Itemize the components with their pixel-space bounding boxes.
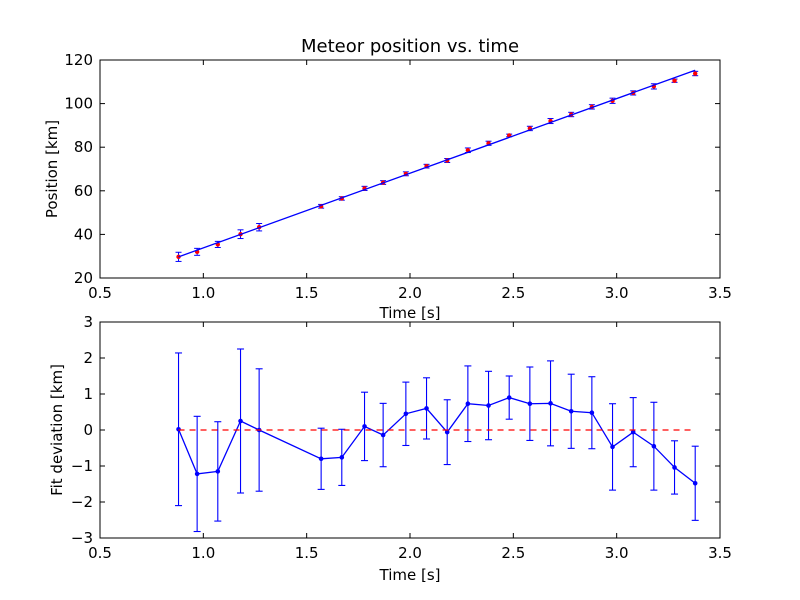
position-point xyxy=(693,71,698,76)
position-plot-ylabel: Position [km] xyxy=(43,120,61,218)
position-point xyxy=(672,78,677,83)
position-plot-xtick-label: 3.5 xyxy=(708,284,732,302)
deviation-plot-xlabel: Time [s] xyxy=(379,566,441,584)
position-plot-ytick-label: 100 xyxy=(64,95,93,113)
deviation-point xyxy=(506,395,512,400)
position-plot-xtick-label: 0.5 xyxy=(88,284,112,302)
position-plot-ytick-label: 60 xyxy=(74,182,93,200)
deviation-point xyxy=(362,424,367,429)
position-plot-xtick-label: 1.5 xyxy=(295,284,319,302)
position-plot-xtick-label: 3.0 xyxy=(605,284,629,302)
position-plot-ytick-label: 120 xyxy=(64,51,93,69)
deviation-point xyxy=(548,401,553,406)
deviation-point xyxy=(568,408,574,414)
deviation-plot-xtick-label: 0.5 xyxy=(88,544,112,562)
deviation-point xyxy=(339,455,345,460)
deviation-plot-xtick-label: 2.0 xyxy=(398,544,422,562)
deviation-plot-ytick-label: −1 xyxy=(71,457,93,475)
position-plot-ytick-label: 20 xyxy=(74,269,93,287)
deviation-plot: Time [s] Fit deviation [km] 0.5 1.0 1.5 2.0… xyxy=(48,313,732,584)
deviation-point xyxy=(610,444,615,450)
deviation-plot-frame xyxy=(99,321,721,539)
deviation-plot-xtick-label: 3.0 xyxy=(605,544,629,562)
position-plot-xtick-label: 1.0 xyxy=(191,284,215,302)
deviation-plot-ytick-label: −2 xyxy=(71,493,93,511)
position-plot-title: Meteor position vs. time xyxy=(301,36,519,57)
deviation-plot-ytick-label: 2 xyxy=(83,349,93,367)
deviation-point xyxy=(215,469,221,474)
position-plot-xlabel: Time [s] xyxy=(379,304,441,322)
deviation-plot-xtick-label: 1.0 xyxy=(191,544,215,562)
deviation-point xyxy=(424,406,429,411)
deviation-point xyxy=(692,480,698,486)
position-plot-ytick-label: 80 xyxy=(74,138,93,156)
fit-line xyxy=(178,69,696,258)
position-plot-ytick-label: 40 xyxy=(74,225,93,243)
deviation-point xyxy=(486,403,491,408)
deviation-plot-ytick-label: 1 xyxy=(83,385,93,403)
deviation-plot-xtick-label: 1.5 xyxy=(295,544,319,562)
deviation-plot-xtick-label: 3.5 xyxy=(708,544,732,562)
deviation-point xyxy=(403,411,409,417)
deviation-point xyxy=(176,426,181,432)
deviation-point xyxy=(651,443,657,449)
deviation-point xyxy=(630,429,636,435)
deviation-point xyxy=(527,401,533,407)
deviation-point xyxy=(380,432,386,438)
deviation-point xyxy=(465,401,471,407)
deviation-point xyxy=(318,456,324,462)
deviation-point xyxy=(238,418,243,424)
deviation-point xyxy=(444,429,450,435)
deviation-plot-ylabel: Fit deviation [km] xyxy=(48,364,66,496)
deviation-plot-ytick-label: −3 xyxy=(71,529,93,547)
deviation-point xyxy=(194,471,200,477)
position-plot: Meteor position vs. time Time [s] Positi… xyxy=(43,36,732,322)
deviation-plot-ytick-label: 0 xyxy=(83,421,93,439)
deviation-series-line xyxy=(177,396,696,484)
position-plot-xtick-label: 2.0 xyxy=(398,284,422,302)
deviation-point xyxy=(672,465,677,470)
deviation-plot-xtick-label: 2.5 xyxy=(501,544,525,562)
position-plot-frame xyxy=(99,59,721,279)
position-plot-xtick-label: 2.5 xyxy=(501,284,525,302)
deviation-point xyxy=(589,410,595,416)
deviation-plot-ytick-label: 3 xyxy=(83,313,93,331)
